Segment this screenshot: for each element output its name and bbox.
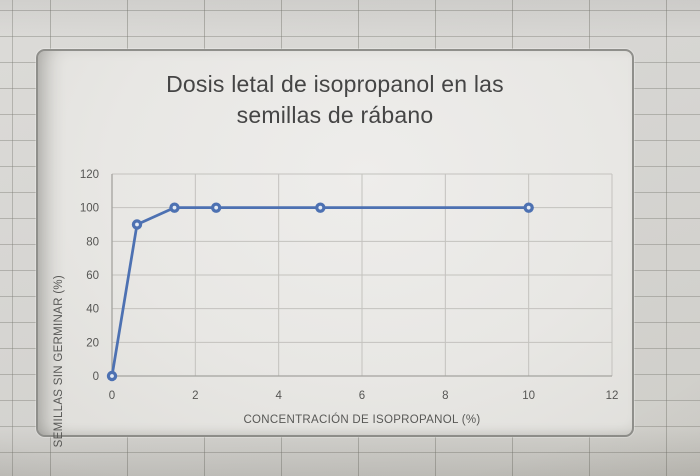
- x-tick-label: 0: [109, 390, 115, 402]
- x-tick-label: 4: [275, 390, 282, 402]
- series-line: [110, 206, 531, 378]
- x-tick-label: 12: [606, 390, 619, 402]
- y-tick-label: 20: [86, 337, 99, 349]
- data-point-marker-center: [110, 374, 114, 378]
- x-tick-label: 8: [442, 390, 448, 402]
- chart-title: Dosis letal de isopropanol en las semill…: [38, 69, 632, 131]
- column-gridline: [12, 0, 13, 476]
- x-tick-label: 10: [522, 390, 535, 402]
- y-tick-label: 120: [80, 169, 99, 181]
- data-point-marker-center: [135, 222, 139, 227]
- y-axis-title-text: SEMILLAS SIN GERMINAR (%): [53, 275, 65, 448]
- y-tick-label: 60: [86, 270, 99, 282]
- x-axis-title: CONCENTRACIÓN DE ISOPROPANOL (%): [243, 414, 481, 426]
- data-point-marker-center: [172, 205, 177, 210]
- x-tick-label: 2: [192, 390, 198, 402]
- y-tick-label: 40: [86, 304, 99, 316]
- chart-card: Dosis letal de isopropanol en las semill…: [36, 49, 634, 447]
- x-tick-label: 6: [359, 390, 365, 402]
- y-tick-label: 80: [86, 236, 99, 248]
- data-point-marker-center: [318, 205, 323, 210]
- y-tick-label: 100: [80, 203, 99, 215]
- data-point-marker-center: [526, 205, 531, 210]
- chart-title-line-1: Dosis letal de isopropanol en las: [166, 71, 504, 97]
- data-point-marker-center: [214, 205, 219, 210]
- chart-title-line-2: semillas de rábano: [236, 102, 434, 128]
- y-tick-label: 0: [93, 371, 99, 383]
